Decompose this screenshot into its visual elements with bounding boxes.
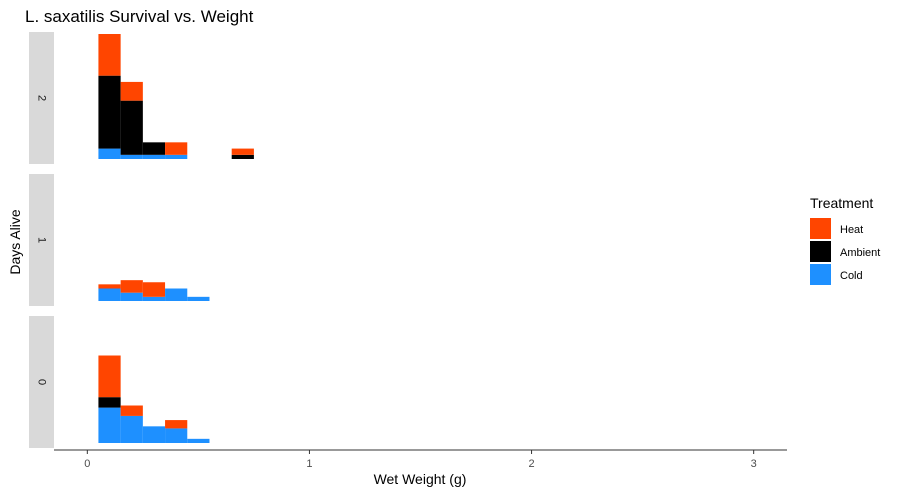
histogram-bar-heat	[98, 34, 121, 76]
facet-panel-1: 1	[29, 174, 210, 306]
facet-strip-label: 0	[36, 379, 48, 385]
histogram-bar-ambient	[120, 100, 143, 155]
legend-items: Heat Ambient Cold	[810, 218, 880, 285]
legend-label-ambient: Ambient	[840, 247, 880, 259]
histogram-bar-ambient	[231, 154, 254, 159]
y-axis-title: Days Alive	[7, 209, 23, 275]
histogram-bar-heat	[120, 405, 143, 416]
histogram-bar-cold	[142, 296, 166, 301]
x-axis-title: Wet Weight (g)	[374, 471, 467, 487]
histogram-bar-heat	[142, 282, 166, 297]
histogram-bar-cold	[142, 426, 166, 443]
facet-panel-0: 0	[29, 316, 210, 448]
histogram-bar-cold	[120, 292, 143, 301]
histogram-bar-ambient	[98, 75, 121, 149]
legend-label-cold: Cold	[840, 270, 863, 282]
facet-strip-label: 1	[36, 237, 48, 243]
histogram-bar-ambient	[142, 142, 166, 155]
legend: Treatment Heat Ambient Cold	[810, 195, 880, 285]
x-tick-label: 0	[84, 458, 90, 470]
histogram-bar-ambient	[98, 397, 121, 408]
histogram-bar-heat	[120, 280, 143, 293]
facets-layer: 2 1 0	[29, 32, 254, 448]
chart-title: L. saxatilis Survival vs. Weight	[25, 7, 254, 26]
x-tick-label: 3	[751, 458, 757, 470]
histogram-bar-cold	[165, 428, 188, 443]
histogram-bar-cold	[165, 288, 188, 301]
legend-swatch-heat	[810, 218, 831, 239]
histogram-bar-heat	[165, 420, 188, 429]
facet-strip-1	[29, 174, 54, 306]
facet-strip-label: 2	[36, 95, 48, 101]
facet-strip-0	[29, 316, 54, 448]
histogram-bar-cold	[120, 154, 143, 159]
histogram-bar-heat	[120, 81, 143, 101]
legend-swatch-cold	[810, 264, 831, 285]
legend-title: Treatment	[810, 195, 873, 211]
histogram-bar-cold	[165, 154, 188, 159]
histogram-bar-cold	[187, 296, 210, 301]
histogram-bar-heat	[231, 148, 254, 155]
legend-label-heat: Heat	[840, 224, 863, 236]
x-tick-label: 2	[528, 458, 534, 470]
x-tick-label: 1	[306, 458, 312, 470]
legend-swatch-ambient	[810, 241, 831, 262]
histogram-bar-cold	[142, 154, 166, 159]
histogram-bar-heat	[165, 142, 188, 155]
histogram-bar-heat	[98, 284, 121, 289]
histogram-bar-cold	[187, 438, 210, 443]
facet-panel-2: 2	[29, 32, 254, 164]
histogram-bar-cold	[98, 288, 121, 301]
facet-strip-2	[29, 32, 54, 164]
x-axis-ticks: 0 1 2 3	[84, 450, 757, 470]
histogram-bar-cold	[120, 415, 143, 443]
histogram-bar-cold	[98, 148, 121, 159]
histogram-bar-cold	[98, 407, 121, 443]
histogram-bar-heat	[98, 355, 121, 398]
